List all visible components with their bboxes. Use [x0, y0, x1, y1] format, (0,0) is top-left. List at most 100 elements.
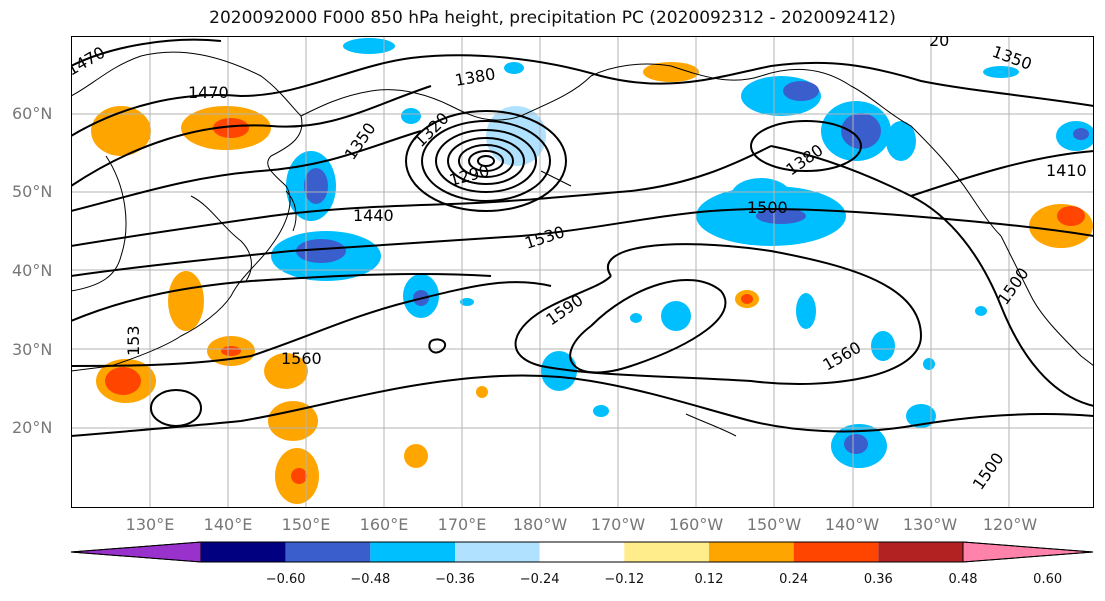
colorbar-segment	[201, 542, 286, 562]
lon-label: 150°E	[281, 515, 331, 534]
negative-precip-patches	[271, 38, 1094, 468]
lon-label: 130°E	[125, 515, 175, 534]
map-border	[71, 36, 1094, 508]
map-title: 2020092000 F000 850 hPa height, precipit…	[209, 8, 896, 28]
colorbar-segment	[624, 542, 709, 562]
height-contours	[71, 38, 1094, 437]
colorbar-tick-label: −0.60	[265, 572, 306, 587]
precip-patch	[756, 208, 806, 224]
precip-patch	[630, 313, 642, 323]
precip-patch	[404, 444, 428, 468]
precip-patch	[841, 113, 881, 149]
colorbar-tick-label: −0.36	[435, 572, 475, 587]
lon-label: 120°W	[982, 515, 1038, 534]
colorbar-segment	[285, 542, 371, 562]
precip-patch	[1057, 206, 1085, 226]
precip-patch	[593, 405, 609, 417]
precip-patch	[871, 331, 895, 361]
colorbar-segment	[370, 542, 455, 562]
colorbar-tick-label: −0.12	[604, 572, 645, 587]
contour-label: 1350	[341, 119, 380, 163]
contour-label: 1500	[994, 264, 1033, 308]
precip-patch	[221, 346, 241, 356]
precip-patch	[304, 168, 328, 204]
colorbar-extend-high	[962, 541, 1094, 563]
precip-patch	[291, 468, 307, 484]
graticule	[71, 36, 1094, 508]
lon-label: 160°W	[668, 515, 724, 534]
precip-patch	[401, 108, 421, 124]
colorbar-tick-label: 0.24	[779, 572, 809, 587]
contour-label: 1470	[71, 43, 108, 80]
precip-patch	[105, 367, 141, 395]
contour-labels: 1470 1470 1380 1350 1320 1440 1290 1530 …	[71, 36, 1087, 493]
contour-label: 1290	[447, 161, 491, 190]
precip-patch	[783, 81, 819, 101]
precip-patch	[741, 294, 753, 304]
colorbar-tick-label: 0.60	[1033, 572, 1063, 587]
lat-label: 40°N	[12, 261, 53, 280]
lat-label: 20°N	[12, 418, 53, 437]
colorbar-tick-label: 0.36	[863, 572, 893, 587]
contour-label: 1410	[1046, 161, 1087, 180]
colorbar-extend-low	[70, 541, 202, 563]
contour-label: 1500	[969, 449, 1008, 493]
precip-patch	[983, 66, 1019, 78]
colorbar-segment	[709, 542, 794, 562]
precip-patch	[1073, 128, 1089, 140]
contour-label: 20	[929, 36, 949, 50]
lon-label: 160°E	[359, 515, 409, 534]
lon-label: 140°E	[203, 515, 253, 534]
contour-label: 153	[124, 325, 143, 356]
lat-label: 60°N	[12, 104, 53, 123]
lon-label: 140°W	[824, 515, 880, 534]
colorbar-segment	[878, 542, 963, 562]
precip-patch	[643, 62, 699, 82]
precip-patch	[731, 178, 791, 214]
lon-label: 180°W	[512, 515, 568, 534]
precip-patch	[661, 301, 691, 331]
colorbar-tick-label: 0.12	[694, 572, 724, 587]
lat-label: 50°N	[12, 182, 53, 201]
lon-label: 150°W	[746, 515, 802, 534]
coastlines	[71, 51, 1094, 437]
precip-patch	[796, 293, 816, 329]
contour-label: 1380	[782, 140, 826, 179]
precip-patch	[264, 353, 308, 389]
precip-patch	[906, 404, 936, 428]
contour-label: 1380	[453, 64, 496, 90]
precip-patch	[504, 62, 524, 74]
map-panel: 1470 1470 1380 1350 1320 1440 1290 1530 …	[71, 36, 1094, 508]
contour-label: 1470	[188, 83, 229, 102]
precip-patch	[213, 118, 249, 138]
lat-label: 30°N	[12, 340, 53, 359]
precip-patch	[975, 306, 987, 316]
precip-patch	[541, 351, 577, 391]
lon-label: 170°E	[437, 515, 487, 534]
colorbar-outline	[70, 541, 1094, 563]
precip-patch	[923, 358, 935, 370]
precip-patch	[886, 121, 916, 161]
lon-label: 130°W	[902, 515, 958, 534]
precip-patch	[844, 434, 868, 454]
precip-patch	[343, 38, 395, 54]
contour-label: 1530	[522, 222, 567, 253]
colorbar-tick-label: −0.24	[519, 572, 560, 587]
precip-patch	[168, 271, 204, 331]
colorbar	[70, 541, 1094, 563]
precip-patch	[460, 298, 474, 306]
colorbar-tick-label: 0.48	[948, 572, 978, 587]
contour-label: 1560	[281, 349, 322, 368]
colorbar-segment	[793, 542, 879, 562]
precip-patch	[296, 239, 346, 263]
precip-patch	[476, 386, 488, 398]
lon-label: 170°W	[590, 515, 646, 534]
contour-label: 1500	[747, 198, 788, 217]
contour-label: 1590	[542, 290, 586, 329]
colorbar-segment	[539, 542, 625, 562]
contour-label: 1440	[353, 206, 394, 225]
contour-label: 1560	[820, 338, 865, 375]
colorbar-tick-label: −0.48	[350, 572, 391, 587]
colorbar-segment	[455, 542, 540, 562]
positive-precip-patches	[91, 62, 1093, 504]
